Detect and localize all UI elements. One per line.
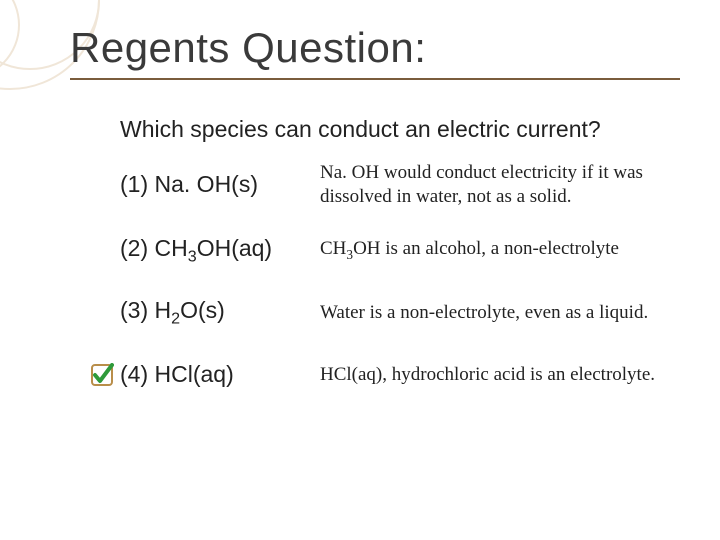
option-label: (3) H2O(s) xyxy=(120,297,320,329)
checkmark-icon xyxy=(90,363,114,387)
option-explanation: CH3OH is an alcohol, a non-electrolyte xyxy=(320,237,680,263)
option-row-4: (4) HCl(aq)HCl(aq), hydrochloric acid is… xyxy=(120,355,680,395)
option-row-3: (3) H2O(s)Water is a non-electrolyte, ev… xyxy=(120,293,680,333)
option-explanation: Water is a non-electrolyte, even as a li… xyxy=(320,301,680,325)
slide-content: Regents Question: Which species can cond… xyxy=(0,0,720,447)
option-label: (2) CH3OH(aq) xyxy=(120,235,320,267)
options-list: (1) Na. OH(s)Na. OH would conduct electr… xyxy=(120,161,680,395)
question-text: Which species can conduct an electric cu… xyxy=(120,116,680,143)
option-row-1: (1) Na. OH(s)Na. OH would conduct electr… xyxy=(120,161,680,209)
option-row-2: (2) CH3OH(aq)CH3OH is an alcohol, a non-… xyxy=(120,231,680,271)
option-explanation: Na. OH would conduct electricity if it w… xyxy=(320,161,680,209)
option-label: (1) Na. OH(s) xyxy=(120,171,320,198)
option-label: (4) HCl(aq) xyxy=(120,361,320,388)
slide-title: Regents Question: xyxy=(70,24,680,80)
option-explanation: HCl(aq), hydrochloric acid is an electro… xyxy=(320,363,680,387)
